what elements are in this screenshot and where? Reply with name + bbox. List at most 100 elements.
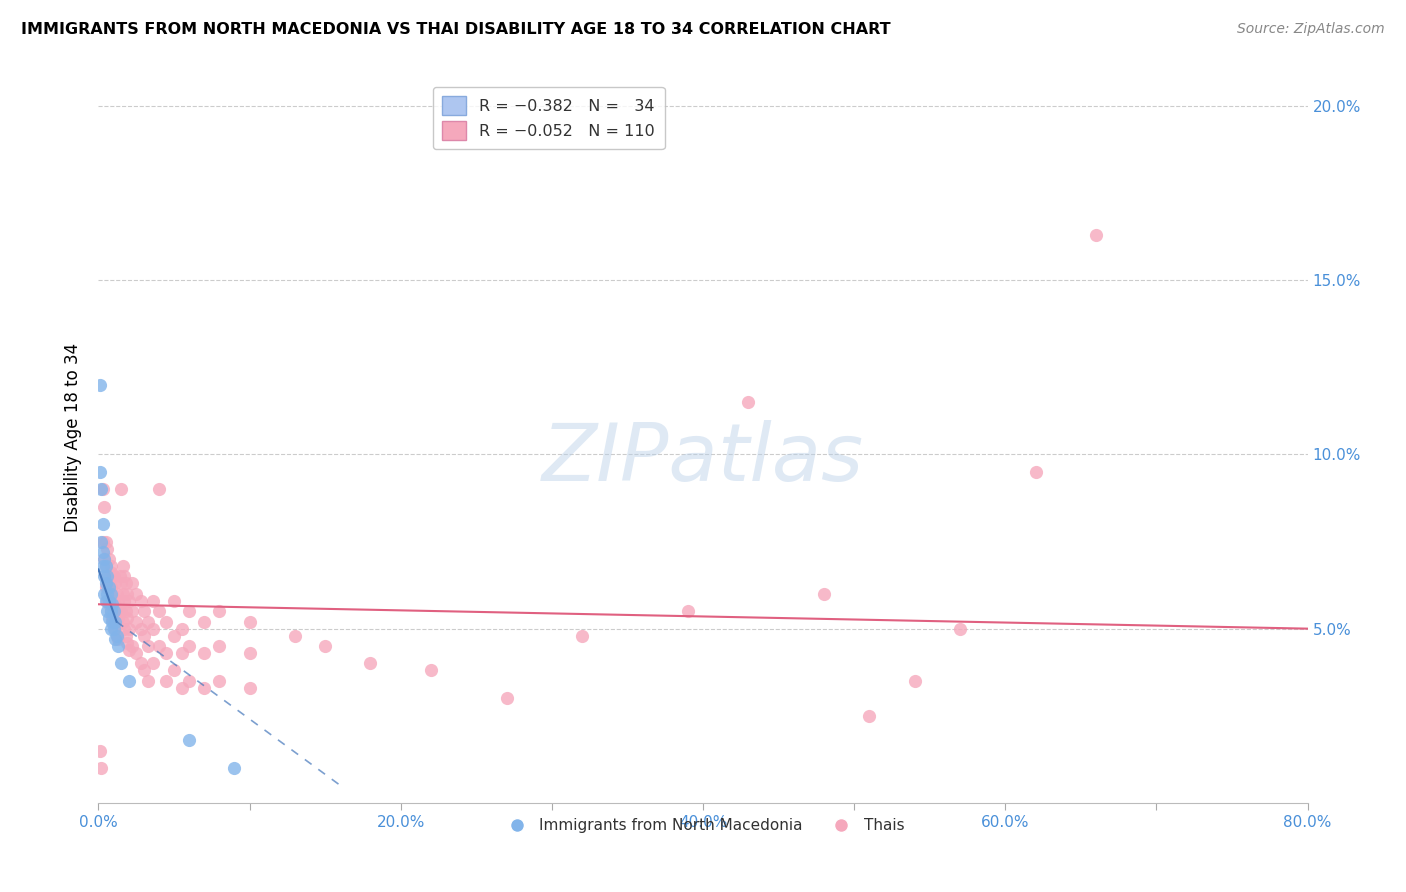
- Point: [98, 611, 121, 625]
- Point: [94, 558, 117, 573]
- Point: [96, 594, 118, 608]
- Text: Source: ZipAtlas.com: Source: ZipAtlas.com: [1237, 22, 1385, 37]
- Point: [142, 594, 165, 608]
- Point: [96, 541, 118, 556]
- Point: [98, 580, 121, 594]
- Point: [193, 615, 215, 629]
- Point: [155, 646, 177, 660]
- Point: [118, 622, 141, 636]
- Point: [100, 604, 122, 618]
- Point: [93, 552, 115, 566]
- Text: IMMIGRANTS FROM NORTH MACEDONIA VS THAI DISABILITY AGE 18 TO 34 CORRELATION CHAR: IMMIGRANTS FROM NORTH MACEDONIA VS THAI …: [21, 22, 891, 37]
- Point: [1024, 465, 1046, 479]
- Point: [208, 639, 231, 653]
- Point: [101, 597, 124, 611]
- Point: [93, 587, 115, 601]
- Point: [91, 483, 114, 497]
- Point: [284, 629, 307, 643]
- Point: [125, 587, 148, 601]
- Point: [90, 483, 112, 497]
- Point: [129, 622, 152, 636]
- Point: [155, 673, 177, 688]
- Point: [148, 639, 170, 653]
- Point: [111, 615, 134, 629]
- Point: [110, 604, 132, 618]
- Point: [136, 615, 159, 629]
- Point: [105, 629, 128, 643]
- Point: [360, 657, 382, 671]
- Point: [129, 657, 152, 671]
- Point: [179, 673, 201, 688]
- Point: [208, 673, 231, 688]
- Point: [142, 657, 165, 671]
- Text: ZIPatlas: ZIPatlas: [541, 420, 865, 498]
- Point: [103, 569, 125, 583]
- Point: [170, 681, 193, 695]
- Point: [98, 594, 121, 608]
- Point: [101, 615, 124, 629]
- Point: [103, 594, 125, 608]
- Point: [100, 587, 122, 601]
- Point: [571, 629, 593, 643]
- Point: [104, 632, 127, 646]
- Point: [110, 576, 132, 591]
- Point: [94, 580, 117, 594]
- Point: [179, 733, 201, 747]
- Point: [93, 569, 115, 583]
- Point: [100, 558, 122, 573]
- Point: [100, 580, 122, 594]
- Point: [104, 615, 127, 629]
- Point: [125, 646, 148, 660]
- Point: [94, 576, 117, 591]
- Point: [495, 691, 517, 706]
- Point: [121, 576, 143, 591]
- Point: [949, 622, 972, 636]
- Point: [96, 604, 118, 618]
- Point: [101, 587, 124, 601]
- Point: [94, 594, 117, 608]
- Legend: Immigrants from North Macedonia, Thais: Immigrants from North Macedonia, Thais: [495, 812, 911, 839]
- Point: [136, 639, 159, 653]
- Point: [110, 483, 132, 497]
- Point: [148, 483, 170, 497]
- Point: [96, 569, 118, 583]
- Point: [136, 673, 159, 688]
- Point: [179, 639, 201, 653]
- Point: [101, 611, 124, 625]
- Point: [91, 558, 114, 573]
- Point: [239, 681, 262, 695]
- Point: [103, 604, 125, 618]
- Point: [155, 615, 177, 629]
- Point: [91, 545, 114, 559]
- Point: [118, 594, 141, 608]
- Point: [103, 615, 125, 629]
- Point: [107, 594, 129, 608]
- Point: [90, 761, 112, 775]
- Point: [125, 615, 148, 629]
- Point: [193, 681, 215, 695]
- Point: [89, 465, 111, 479]
- Point: [239, 646, 262, 660]
- Point: [193, 646, 215, 660]
- Point: [224, 761, 246, 775]
- Point: [1085, 228, 1108, 243]
- Point: [112, 569, 135, 583]
- Point: [114, 604, 136, 618]
- Point: [89, 743, 111, 757]
- Y-axis label: Disability Age 18 to 34: Disability Age 18 to 34: [65, 343, 83, 532]
- Point: [132, 629, 155, 643]
- Point: [420, 664, 443, 678]
- Point: [115, 635, 138, 649]
- Point: [93, 500, 115, 514]
- Point: [114, 629, 136, 643]
- Point: [121, 604, 143, 618]
- Point: [112, 594, 135, 608]
- Point: [676, 604, 699, 618]
- Point: [132, 664, 155, 678]
- Point: [115, 587, 138, 601]
- Point: [239, 615, 262, 629]
- Point: [100, 622, 122, 636]
- Point: [115, 611, 138, 625]
- Point: [208, 604, 231, 618]
- Point: [94, 558, 117, 573]
